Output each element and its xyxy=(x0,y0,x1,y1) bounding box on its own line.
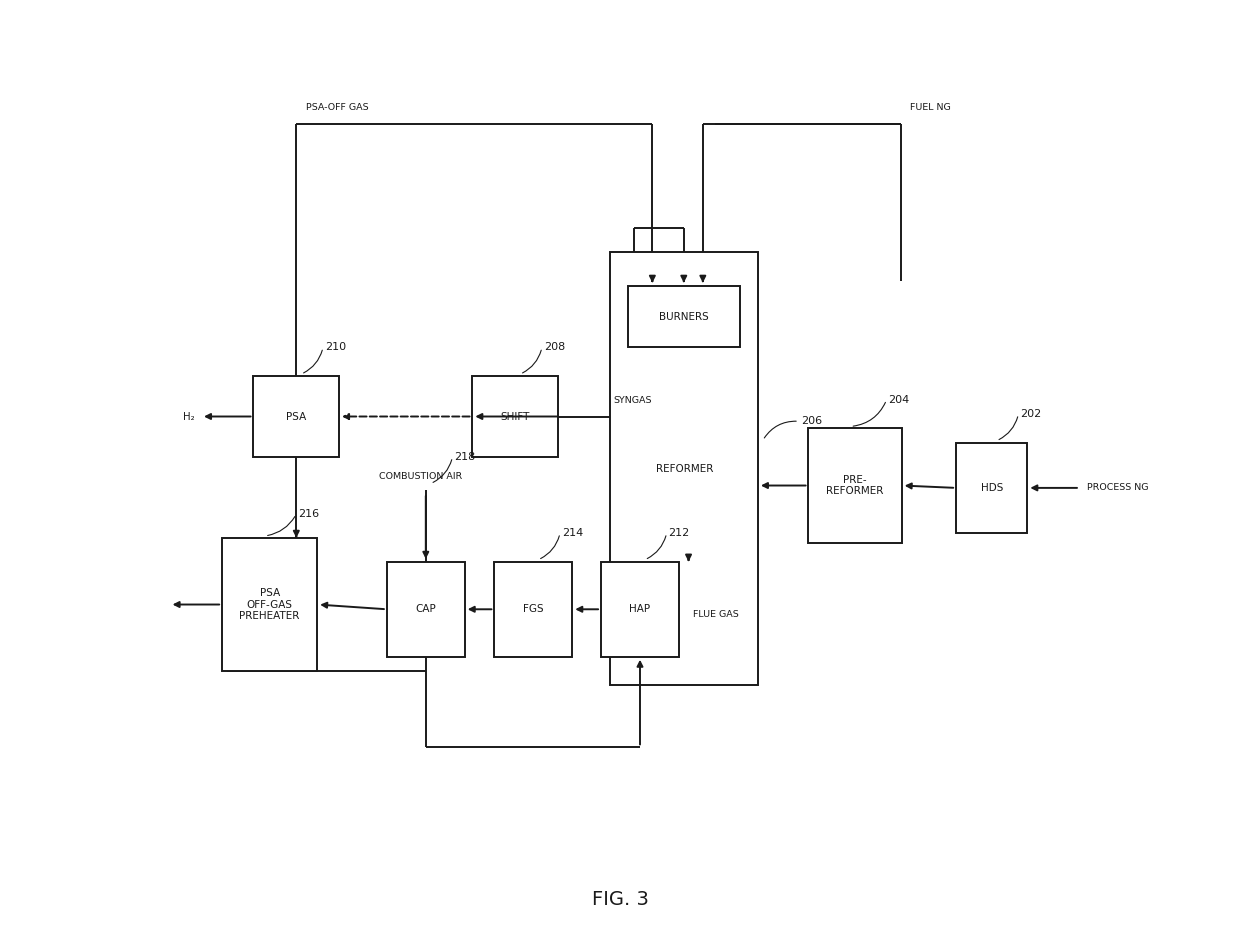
Bar xyxy=(808,428,901,543)
Bar xyxy=(610,252,758,685)
Text: PRE-
REFORMER: PRE- REFORMER xyxy=(826,475,884,496)
Text: FIG. 3: FIG. 3 xyxy=(591,890,649,909)
Text: COMBUSTION AIR: COMBUSTION AIR xyxy=(379,472,463,481)
Bar xyxy=(253,376,340,457)
Text: 210: 210 xyxy=(325,343,346,352)
Text: PROCESS NG: PROCESS NG xyxy=(1087,484,1149,492)
Text: PSA: PSA xyxy=(286,411,306,422)
Text: H₂: H₂ xyxy=(182,411,195,422)
Text: BURNERS: BURNERS xyxy=(658,311,708,322)
Text: PSA-OFF GAS: PSA-OFF GAS xyxy=(306,104,368,112)
Text: FUEL NG: FUEL NG xyxy=(910,104,951,112)
Text: HDS: HDS xyxy=(981,483,1003,493)
Bar xyxy=(495,562,573,657)
Text: CAP: CAP xyxy=(415,605,436,614)
Bar xyxy=(601,562,680,657)
Text: 206: 206 xyxy=(801,416,822,426)
Bar xyxy=(222,538,317,671)
Text: 204: 204 xyxy=(889,395,910,405)
Text: 218: 218 xyxy=(454,452,476,462)
Text: SYNGAS: SYNGAS xyxy=(614,396,652,406)
Text: 216: 216 xyxy=(299,509,320,519)
Text: FGS: FGS xyxy=(523,605,543,614)
Text: REFORMER: REFORMER xyxy=(656,464,713,474)
Text: 214: 214 xyxy=(562,528,583,538)
Text: PSA
OFF-GAS
PREHEATER: PSA OFF-GAS PREHEATER xyxy=(239,588,300,621)
Bar xyxy=(627,286,740,347)
Text: HAP: HAP xyxy=(630,605,651,614)
Text: 208: 208 xyxy=(544,343,565,352)
Bar xyxy=(387,562,465,657)
Text: 212: 212 xyxy=(668,528,689,538)
Bar xyxy=(472,376,558,457)
Text: SHIFT: SHIFT xyxy=(501,411,529,422)
Text: FLUE GAS: FLUE GAS xyxy=(693,609,739,619)
Text: 202: 202 xyxy=(1021,409,1042,419)
Bar xyxy=(956,443,1028,533)
